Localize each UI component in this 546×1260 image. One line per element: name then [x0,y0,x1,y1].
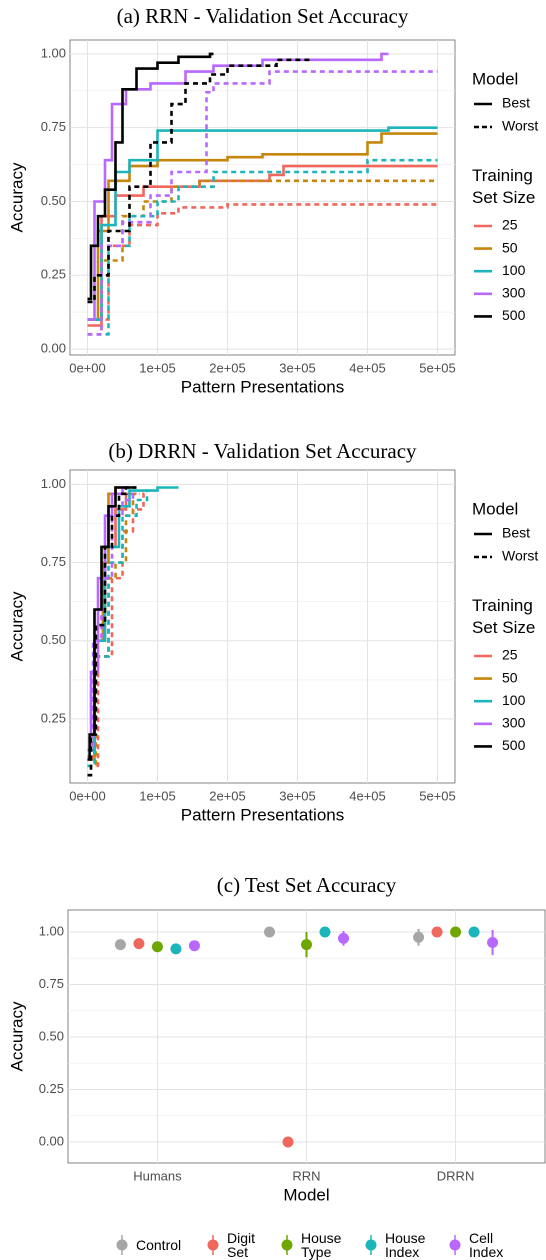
legend-key [365,1239,377,1251]
legend-key [449,1239,461,1251]
x-tick-label: RRN [292,1168,320,1183]
chart-title: (a) RRN - Validation Set Accuracy [117,4,409,28]
y-tick-label: 0.50 [39,1028,64,1043]
y-tick-label: 1.00 [41,45,66,60]
y-tick-label: 0.25 [41,267,66,282]
x-tick-label: 0e+00 [69,360,106,375]
legend-label: 300 [502,715,526,731]
point [450,926,462,938]
legend-label: Worst [502,118,538,134]
legend-key [281,1239,293,1251]
x-tick-label: 3e+05 [279,788,316,803]
x-tick-label: 4e+05 [349,788,386,803]
point [151,941,163,953]
x-tick-label: 5e+05 [419,360,456,375]
legend-label: Digit Set [227,1230,256,1260]
legend-label: 500 [502,307,526,323]
legend-label: Worst [502,548,538,564]
legend-label: 50 [502,239,518,255]
x-tick-label: Humans [133,1168,182,1183]
step-line [87,132,438,321]
legend-label: 100 [502,692,526,708]
x-tick-label: 3e+05 [279,360,316,375]
x-axis-title: Model [283,1185,329,1204]
legend-label: 300 [502,285,526,301]
legend-key [116,1239,128,1251]
y-tick-label: 0.75 [41,119,66,134]
point [188,940,200,952]
point [301,939,312,951]
legend-label: 100 [502,262,526,278]
x-axis-title: Pattern Presentations [181,805,344,824]
legend-title: Training Set Size [472,166,536,207]
y-tick-label: 0.00 [39,1133,64,1148]
point [114,939,126,951]
legend-label: 25 [502,217,518,233]
point [319,926,331,938]
x-tick-label: 2e+05 [209,360,246,375]
x-axis-title: Pattern Presentations [181,377,344,396]
x-tick-label: 0e+00 [69,788,106,803]
x-tick-label: 1e+05 [139,788,176,803]
step-line [87,126,438,321]
legend-label: 50 [502,669,518,685]
legend-title: Model [472,69,518,88]
y-tick-label: 0.75 [41,554,66,569]
legend-label: 500 [502,737,526,753]
legend-title: Model [472,499,518,518]
y-tick-label: 0.25 [41,710,66,725]
y-axis-title: Accuracy [7,591,26,661]
step-line [87,489,151,768]
y-tick-label: 1.00 [39,923,64,938]
step-line [87,58,312,304]
x-tick-label: 5e+05 [419,788,456,803]
y-axis-title: Accuracy [7,1001,26,1071]
point [133,938,145,950]
y-tick-label: 1.00 [41,476,66,491]
plot-panel [69,39,456,356]
legend-label: House Index [385,1230,426,1260]
legend-label: Best [502,525,530,541]
point [338,932,349,944]
x-tick-label: 1e+05 [139,360,176,375]
step-line [87,70,438,336]
point [264,926,275,938]
legend-label: House Type [301,1230,342,1260]
y-tick-label: 0.25 [39,1081,64,1096]
x-tick-label: DRRN [437,1168,475,1183]
x-tick-label: 4e+05 [349,360,386,375]
point [282,1136,294,1148]
legend-label: Cell Index [469,1230,504,1260]
y-tick-label: 0.50 [41,193,66,208]
legend-label: 25 [502,647,518,663]
legend-title: Training Set Size [472,596,536,637]
step-line [87,52,214,301]
point [170,943,182,955]
y-axis-title: Accuracy [7,162,26,232]
chart-title: (b) DRRN - Validation Set Accuracy [108,439,417,463]
point [487,937,499,949]
step-line [87,486,137,777]
legend-key [207,1239,219,1251]
x-tick-label: 2e+05 [209,788,246,803]
point [468,926,480,938]
legend-label: Best [502,95,530,111]
step-line [87,486,137,761]
y-tick-label: 0.50 [41,632,66,647]
chart-title: (c) Test Set Accuracy [217,873,397,897]
point [431,926,443,938]
point [413,931,425,943]
y-tick-label: 0.00 [41,341,66,356]
y-tick-label: 0.75 [39,976,64,991]
legend-label: Control [136,1237,182,1253]
